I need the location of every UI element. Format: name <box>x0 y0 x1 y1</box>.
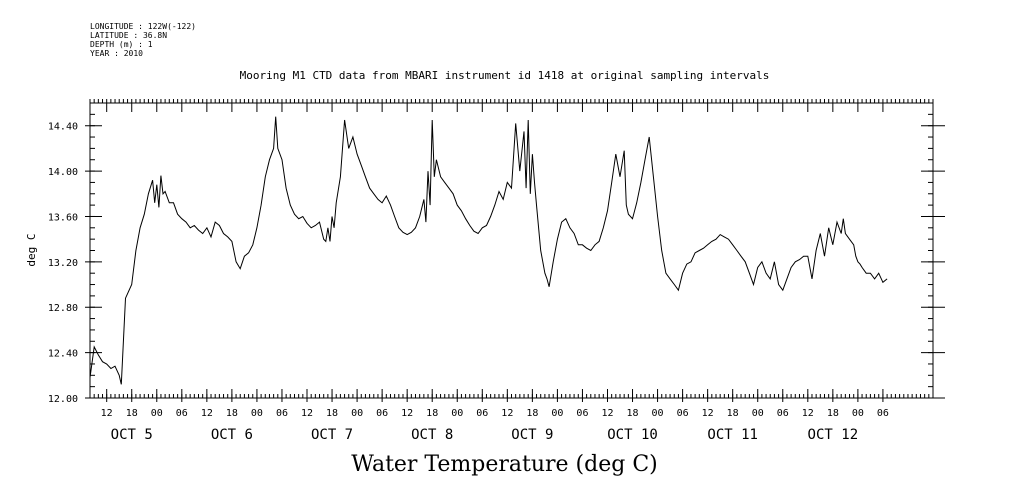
plot-frame <box>89 102 934 399</box>
x-hour-label: 06 <box>677 408 689 419</box>
x-hour-label: 18 <box>226 408 238 419</box>
x-hour-label: 00 <box>351 408 363 419</box>
temperature-series-line <box>89 116 888 385</box>
x-day-label: OCT 12 <box>808 427 859 443</box>
y-tick-label: 13.60 <box>48 212 78 223</box>
y-tick-label: 12.80 <box>48 303 78 314</box>
year-label: YEAR : 2010 <box>90 49 143 58</box>
x-day-label: OCT 10 <box>607 427 658 443</box>
y-tick-label: 13.20 <box>48 258 78 269</box>
y-tick-label: 14.00 <box>48 167 78 178</box>
x-day-label: OCT 7 <box>311 427 353 443</box>
x-hour-label: 00 <box>451 408 463 419</box>
x-hour-label: 18 <box>627 408 639 419</box>
x-hour-label: 06 <box>777 408 789 419</box>
x-hour-label: 06 <box>276 408 288 419</box>
x-hour-label: 00 <box>551 408 563 419</box>
x-day-label: OCT 11 <box>707 427 758 443</box>
x-axis-title: Water Temperature (deg C) <box>351 452 658 477</box>
x-hour-label: 18 <box>526 408 538 419</box>
x-hour-label: 06 <box>376 408 388 419</box>
x-day-label: OCT 9 <box>511 427 553 443</box>
depth-label: DEPTH (m) : 1 <box>90 40 153 49</box>
x-hour-label: 12 <box>201 408 213 419</box>
x-hour-label: 00 <box>852 408 864 419</box>
latitude-label: LATITUDE : 36.8N <box>90 31 168 40</box>
y-tick-label: 12.40 <box>48 349 78 360</box>
x-day-label: OCT 6 <box>211 427 253 443</box>
y-axis-label: deg C <box>25 233 38 266</box>
x-hour-label: 18 <box>126 408 138 419</box>
x-hour-label: 18 <box>426 408 438 419</box>
x-hour-label: 18 <box>326 408 338 419</box>
chart-title: Mooring M1 CTD data from MBARI instrumen… <box>239 69 770 82</box>
x-hour-label: 12 <box>702 408 714 419</box>
x-hour-label: 06 <box>176 408 188 419</box>
x-hour-label: 12 <box>802 408 814 419</box>
x-hour-label: 12 <box>301 408 313 419</box>
x-hour-label: 12 <box>601 408 613 419</box>
x-hour-label: 12 <box>401 408 413 419</box>
x-hour-label: 06 <box>576 408 588 419</box>
x-hour-label: 12 <box>501 408 513 419</box>
x-hour-label: 18 <box>727 408 739 419</box>
x-hour-label: 00 <box>652 408 664 419</box>
x-hour-label: 06 <box>476 408 488 419</box>
x-hour-label: 00 <box>251 408 263 419</box>
x-day-label: OCT 5 <box>111 427 153 443</box>
x-hour-label: 12 <box>101 408 113 419</box>
metadata-block: LONGITUDE : 122W(-122) LATITUDE : 36.8N … <box>90 22 196 58</box>
x-hour-label: 00 <box>151 408 163 419</box>
y-tick-label: 12.00 <box>48 394 78 405</box>
y-tick-label: 14.40 <box>48 122 78 133</box>
x-hour-label: 18 <box>827 408 839 419</box>
x-hour-label: 00 <box>752 408 764 419</box>
longitude-label: LONGITUDE : 122W(-122) <box>90 22 196 31</box>
x-hour-label: 06 <box>877 408 889 419</box>
x-day-label: OCT 8 <box>411 427 453 443</box>
